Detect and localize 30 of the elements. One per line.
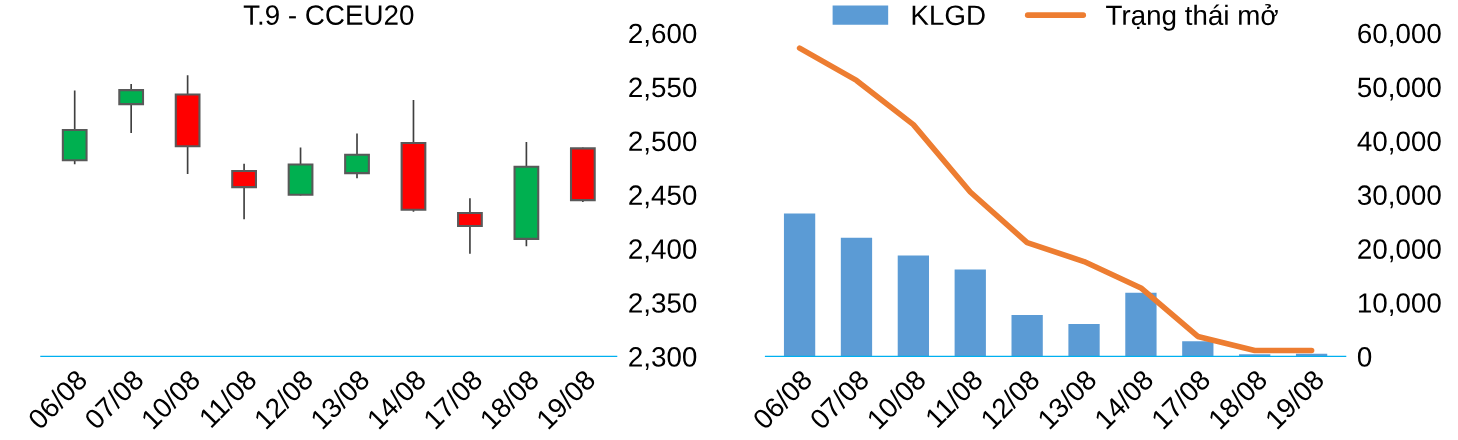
- y-tick-label: 2,550: [629, 77, 697, 101]
- chart-title: T.9 - CCEU20: [243, 5, 414, 25]
- y-tick-label: 40,000: [1357, 131, 1441, 155]
- legend-label: KLGD: [912, 5, 985, 26]
- candlestick: [344, 133, 370, 179]
- candlestick: [457, 198, 483, 254]
- bar: [840, 237, 873, 357]
- y-tick-label: 10,000: [1358, 293, 1441, 317]
- bar: [954, 269, 986, 357]
- y-tick-label: 2,300: [629, 347, 697, 371]
- bar: [1182, 341, 1214, 357]
- bar: [1011, 314, 1043, 357]
- y-tick-label: 60,000: [1358, 23, 1441, 47]
- bar: [1125, 292, 1157, 357]
- bar: [1068, 324, 1100, 357]
- y-tick-label: 0: [1357, 347, 1372, 367]
- candlestick: [118, 83, 145, 134]
- y-tick-label: 2,600: [629, 23, 697, 47]
- candlestick: [231, 163, 257, 220]
- y-tick-label: 2,450: [629, 185, 697, 209]
- y-tick-label: 2,400: [629, 239, 697, 263]
- y-tick-label: 2,500: [629, 131, 697, 155]
- y-tick-label: 2,350: [629, 293, 697, 317]
- bar: [783, 213, 816, 357]
- y-tick-label: 50,000: [1357, 77, 1441, 101]
- y-tick-label: 20,000: [1358, 239, 1441, 263]
- legend-label: Trạng thái mở: [1106, 3, 1278, 31]
- bar: [1239, 354, 1271, 357]
- y-tick-label: 30,000: [1357, 185, 1441, 209]
- bar: [897, 255, 930, 357]
